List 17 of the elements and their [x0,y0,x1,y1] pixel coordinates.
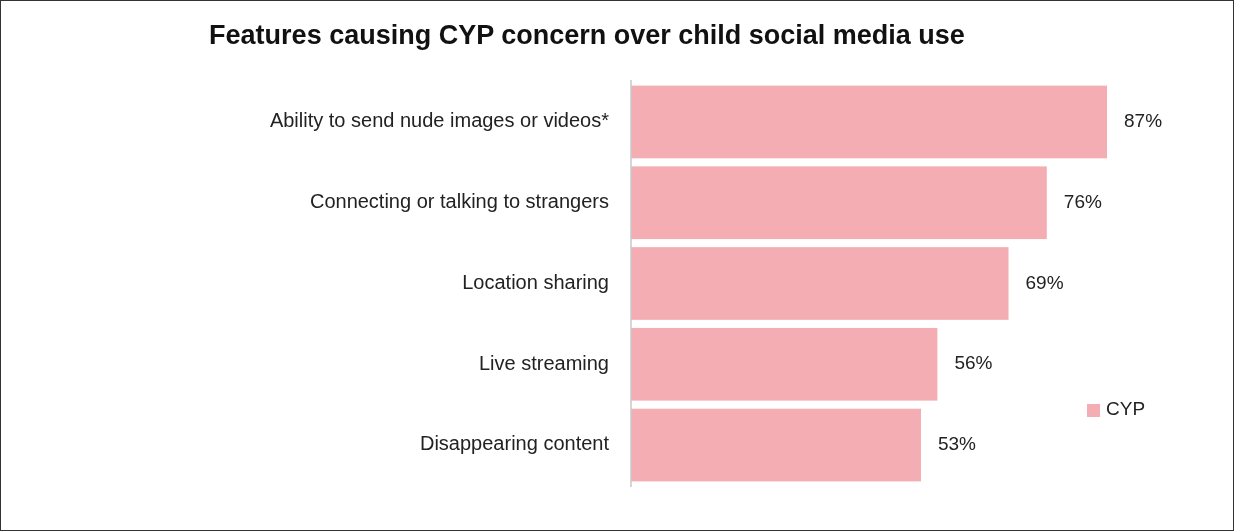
y-tick-label: Location sharing [462,270,609,293]
y-tick-label: Connecting or talking to strangers [309,190,609,213]
legend-label: CYP [1106,398,1146,420]
data-label: 76% [1063,190,1102,212]
bar [631,247,1009,320]
data-label: 69% [1025,271,1064,293]
y-tick-label: Ability to send nude images or videos* [269,109,610,132]
chart-title: Features causing CYP concern over child social media use [209,20,965,50]
bar [631,327,938,401]
y-tick-label: Live streaming [478,351,609,374]
data-label: 56% [954,352,993,374]
bar [631,166,1047,240]
y-tick-label: Disappearing content [419,432,610,455]
bar [631,408,921,482]
bar [631,85,1107,159]
data-label: 53% [937,433,977,455]
data-label: 87% [1124,109,1163,131]
